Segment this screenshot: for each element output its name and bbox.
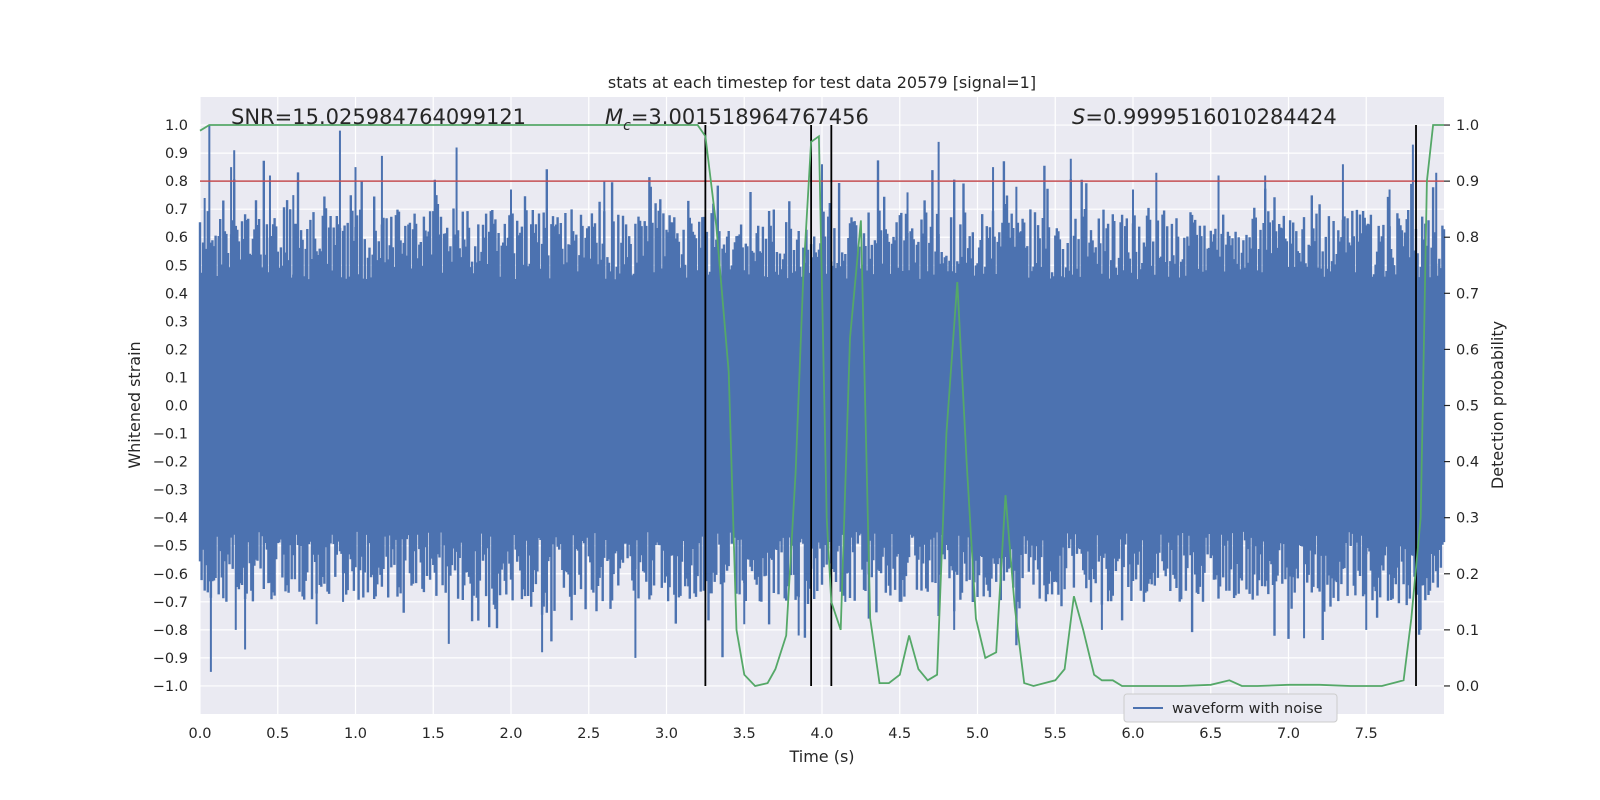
x-tick-label: 4.5: [888, 726, 911, 742]
chirp-mass-annotation: Mc=3.001518964767456: [605, 105, 869, 134]
y2-tick-label: 0.6: [1456, 342, 1479, 358]
x-tick-label: 5.5: [1044, 726, 1067, 742]
y-tick-label: −0.9: [153, 651, 188, 667]
y2-tick-label: 0.1: [1456, 623, 1479, 639]
y-tick-label: −0.3: [153, 483, 188, 499]
y2-tick-label: 0.2: [1456, 567, 1479, 583]
y-tick-label: 0.0: [165, 399, 188, 415]
y-tick-label: 1.0: [165, 118, 188, 134]
x-tick-label: 2.0: [499, 726, 522, 742]
y2-tick-label: 0.9: [1456, 174, 1479, 190]
y-axis-ticks: 1.0 0.9 0.8 0.7 0.6 0.5 0.4 0.3 0.2 0.1 0.0 −0.1 −0.…: [153, 118, 188, 695]
y2-tick-label: 0.5: [1456, 399, 1479, 415]
x-tick-label: 7.0: [1277, 726, 1300, 742]
y-tick-label: 0.4: [165, 286, 188, 302]
y2-tick-label: 0.0: [1456, 679, 1479, 695]
x-tick-label: 5.0: [966, 726, 989, 742]
y-tick-label: −0.8: [153, 623, 188, 639]
y-tick-label: −0.7: [153, 595, 188, 611]
y2-tick-label: 0.8: [1456, 230, 1479, 246]
y-tick-label: 0.5: [165, 258, 188, 274]
y2-tick-label: 0.4: [1456, 455, 1479, 471]
y-tick-label: 0.7: [165, 202, 188, 218]
legend-label: waveform with noise: [1172, 701, 1323, 717]
chirp-mass-symbol: M: [605, 105, 623, 129]
y2-tick-label: 0.7: [1456, 286, 1479, 302]
y-tick-label: 0.8: [165, 174, 188, 190]
legend-box: [1123, 693, 1338, 723]
y-tick-label: −0.5: [153, 539, 188, 555]
y-tick-label: 0.2: [165, 342, 188, 358]
chirp-mass-value: =3.001518964767456: [631, 105, 869, 129]
x-tick-label: 7.5: [1355, 726, 1378, 742]
x-tick-label: 1.0: [344, 726, 367, 742]
y-tick-label: −0.1: [153, 427, 188, 443]
x-tick-label: 2.5: [577, 726, 600, 742]
y-tick-label: −0.2: [153, 455, 188, 471]
x-tick-label: 3.0: [655, 726, 678, 742]
x-tick-label: 6.5: [1199, 726, 1222, 742]
y-tick-label: −0.4: [153, 511, 188, 527]
y-tick-label: 0.3: [165, 314, 188, 330]
snr-annotation: SNR=15.025984764099121: [231, 105, 526, 129]
waveform-with-noise-series: [198, 125, 1446, 672]
y2-tick-label: 1.0: [1456, 118, 1479, 134]
chart-title: stats at each timestep for test data 205…: [608, 73, 1036, 92]
y2-axis-label: Detection probability: [1488, 321, 1507, 489]
x-tick-label: 0.5: [266, 726, 289, 742]
y2-axis-ticks: 1.0 0.9 0.8 0.7 0.6 0.5 0.4 0.3 0.2 0.1 0.0: [1444, 118, 1479, 695]
x-axis-label: Time (s): [788, 747, 854, 766]
y-tick-label: −0.6: [153, 567, 188, 583]
y-axis-label: Whitened strain: [125, 341, 144, 468]
score-symbol: S: [1072, 105, 1085, 129]
x-tick-label: 1.5: [422, 726, 445, 742]
legend: waveform with noise: [1123, 693, 1338, 723]
detection-probability-series: [199, 124, 1444, 687]
x-tick-label: 3.5: [733, 726, 756, 742]
y-tick-label: −1.0: [153, 679, 188, 695]
score-value: =0.9999516010284424: [1085, 105, 1336, 129]
y2-tick-label: 0.3: [1456, 511, 1479, 527]
x-axis-ticks: 0.0 0.5 1.0 1.5 2.0 2.5 3.0 3.5 4.0 4.5 5.0 5.5 6.0 6…: [188, 726, 1377, 742]
y-tick-label: 0.9: [165, 146, 188, 162]
y-tick-label: 0.1: [165, 370, 188, 386]
score-annotation: S=0.9999516010284424: [1072, 105, 1337, 129]
chirp-mass-subscript: c: [623, 118, 631, 134]
x-tick-label: 6.0: [1121, 726, 1144, 742]
x-tick-label: 4.0: [810, 726, 833, 742]
x-tick-label: 0.0: [188, 726, 211, 742]
y-tick-label: 0.6: [165, 230, 188, 246]
